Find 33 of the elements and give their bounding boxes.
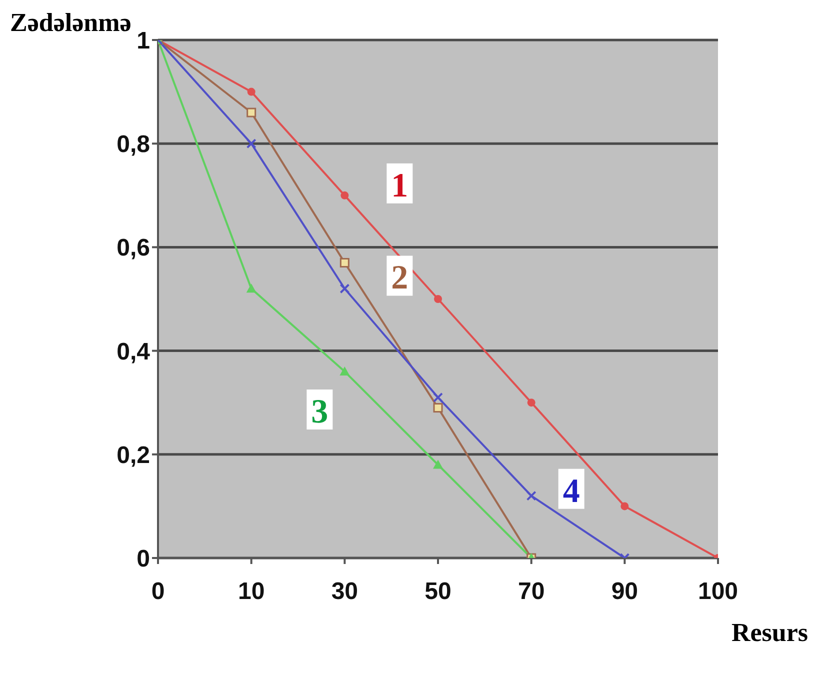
point [340,258,350,268]
x-tick-label: 90 [611,578,638,606]
point [526,490,536,501]
x-tick-label: 10 [238,578,265,606]
series-label: 3 [311,394,328,431]
x-axis-title: Resurs [731,618,808,648]
x-tick-label: 50 [424,578,452,606]
point [620,502,629,510]
point [433,460,443,469]
point [246,108,256,118]
point [340,191,349,200]
point [247,88,256,96]
point [434,295,442,303]
y-tick-label: 0 [136,546,150,573]
y-tick-label: 0,8 [116,131,150,158]
y-tick-label: 0,6 [116,234,150,262]
point [433,392,443,402]
x-tick-label: 70 [518,578,545,606]
y-tick-label: 1 [136,28,150,55]
series-label: 2 [391,260,408,297]
x-tick-label: 30 [331,578,358,606]
point [527,398,536,407]
y-tick-label: 0,2 [116,442,150,469]
x-tick-label: 100 [698,578,738,606]
point [340,284,350,294]
point [246,284,256,293]
point [433,403,443,413]
point [246,138,256,149]
point [340,366,350,376]
y-axis-title: Zədələnmə [10,8,132,38]
y-tick-label: 0,4 [116,338,151,366]
series-label: 4 [562,472,580,510]
series-label: 1 [391,167,408,204]
